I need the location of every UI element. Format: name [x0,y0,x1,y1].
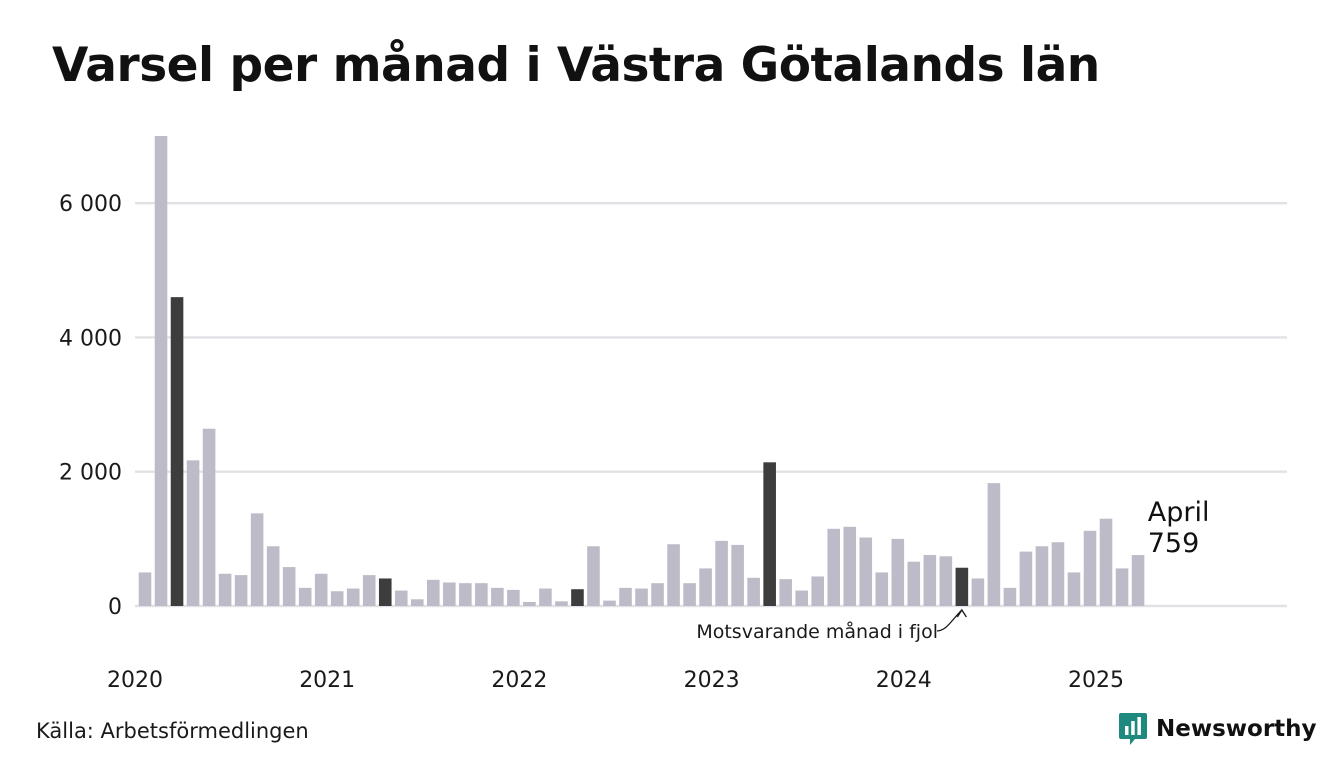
bar [683,583,696,606]
source-text: Källa: Arbetsförmedlingen [36,719,309,743]
x-tick-label: 2020 [107,668,163,693]
bar [1035,546,1049,606]
bar [523,601,536,606]
bar [202,428,216,606]
bar [987,483,1001,606]
bar [507,589,520,606]
bar [555,601,568,606]
newsworthy-logo-icon [1119,713,1147,745]
bar [314,573,328,606]
x-tick-label: 2025 [1068,668,1124,693]
bar [250,513,264,606]
annotation-arrow [936,609,963,632]
bar [539,588,552,606]
bar [715,540,728,606]
bar [154,136,168,606]
gridlines [135,201,1287,608]
bar [875,572,889,606]
brand-name: Newsworthy [1156,716,1317,742]
bar [955,567,969,606]
bar [282,567,296,606]
bar [891,538,905,606]
x-axis-ticks: 2020 2021 2022 2023 2024 2025 [107,668,1124,693]
y-axis-ticks: 0 2 000 4 000 6 000 [59,192,122,620]
bar [763,462,776,606]
y-tick-label: 6 000 [59,192,122,217]
bar [571,589,584,606]
bars [138,136,1145,606]
bar [1003,587,1017,606]
bar [747,577,760,606]
x-tick-label: 2021 [299,668,355,693]
bar [699,568,712,606]
bar [298,587,312,606]
bar [859,537,873,606]
bar [427,579,440,606]
x-tick-label: 2022 [491,668,547,693]
bar [731,544,744,606]
callout-value-label: 759 [1148,528,1200,559]
bar [475,583,488,606]
bar [603,600,616,606]
x-tick-label: 2023 [684,668,740,693]
bar [218,573,232,606]
bar [362,575,376,606]
bar [443,582,456,606]
bar [907,561,921,606]
bar [378,578,392,606]
bar [923,554,937,606]
bar [1051,542,1065,606]
annotation-text: Motsvarande månad i fjol [696,620,938,643]
bar [971,578,985,606]
bar [1083,530,1097,606]
bar [1067,572,1081,606]
bar [779,579,792,606]
annotation-arrowhead [956,608,967,618]
bar [651,583,664,606]
bar [138,572,152,606]
annotations: Motsvarande månad i fjol April 759 [696,497,1209,643]
bar [186,460,200,606]
bar [939,556,953,606]
bar [491,587,504,606]
y-tick-label: 4 000 [59,326,122,351]
bar [827,528,841,606]
bar [795,590,808,606]
bar [1099,518,1113,606]
bar [410,599,424,606]
bar [266,546,280,606]
bar [619,587,632,606]
x-tick-label: 2024 [876,668,932,693]
bar [394,590,408,606]
callout-month-label: April [1148,497,1210,528]
bar [459,583,472,606]
y-tick-label: 0 [108,595,122,620]
bar [234,575,248,606]
bar [587,546,600,606]
y-tick-label: 2 000 [59,461,122,486]
bar [635,588,648,606]
brand-logo: Newsworthy [1118,712,1317,746]
bar [1115,568,1129,606]
bar [170,297,184,606]
chart-title: Varsel per månad i Västra Götalands län [52,38,1100,93]
bar [667,544,680,606]
bar [346,588,360,606]
bar [843,526,857,606]
bar [811,576,825,606]
bar [1019,551,1033,606]
bar [1131,555,1145,606]
bar [330,591,344,606]
